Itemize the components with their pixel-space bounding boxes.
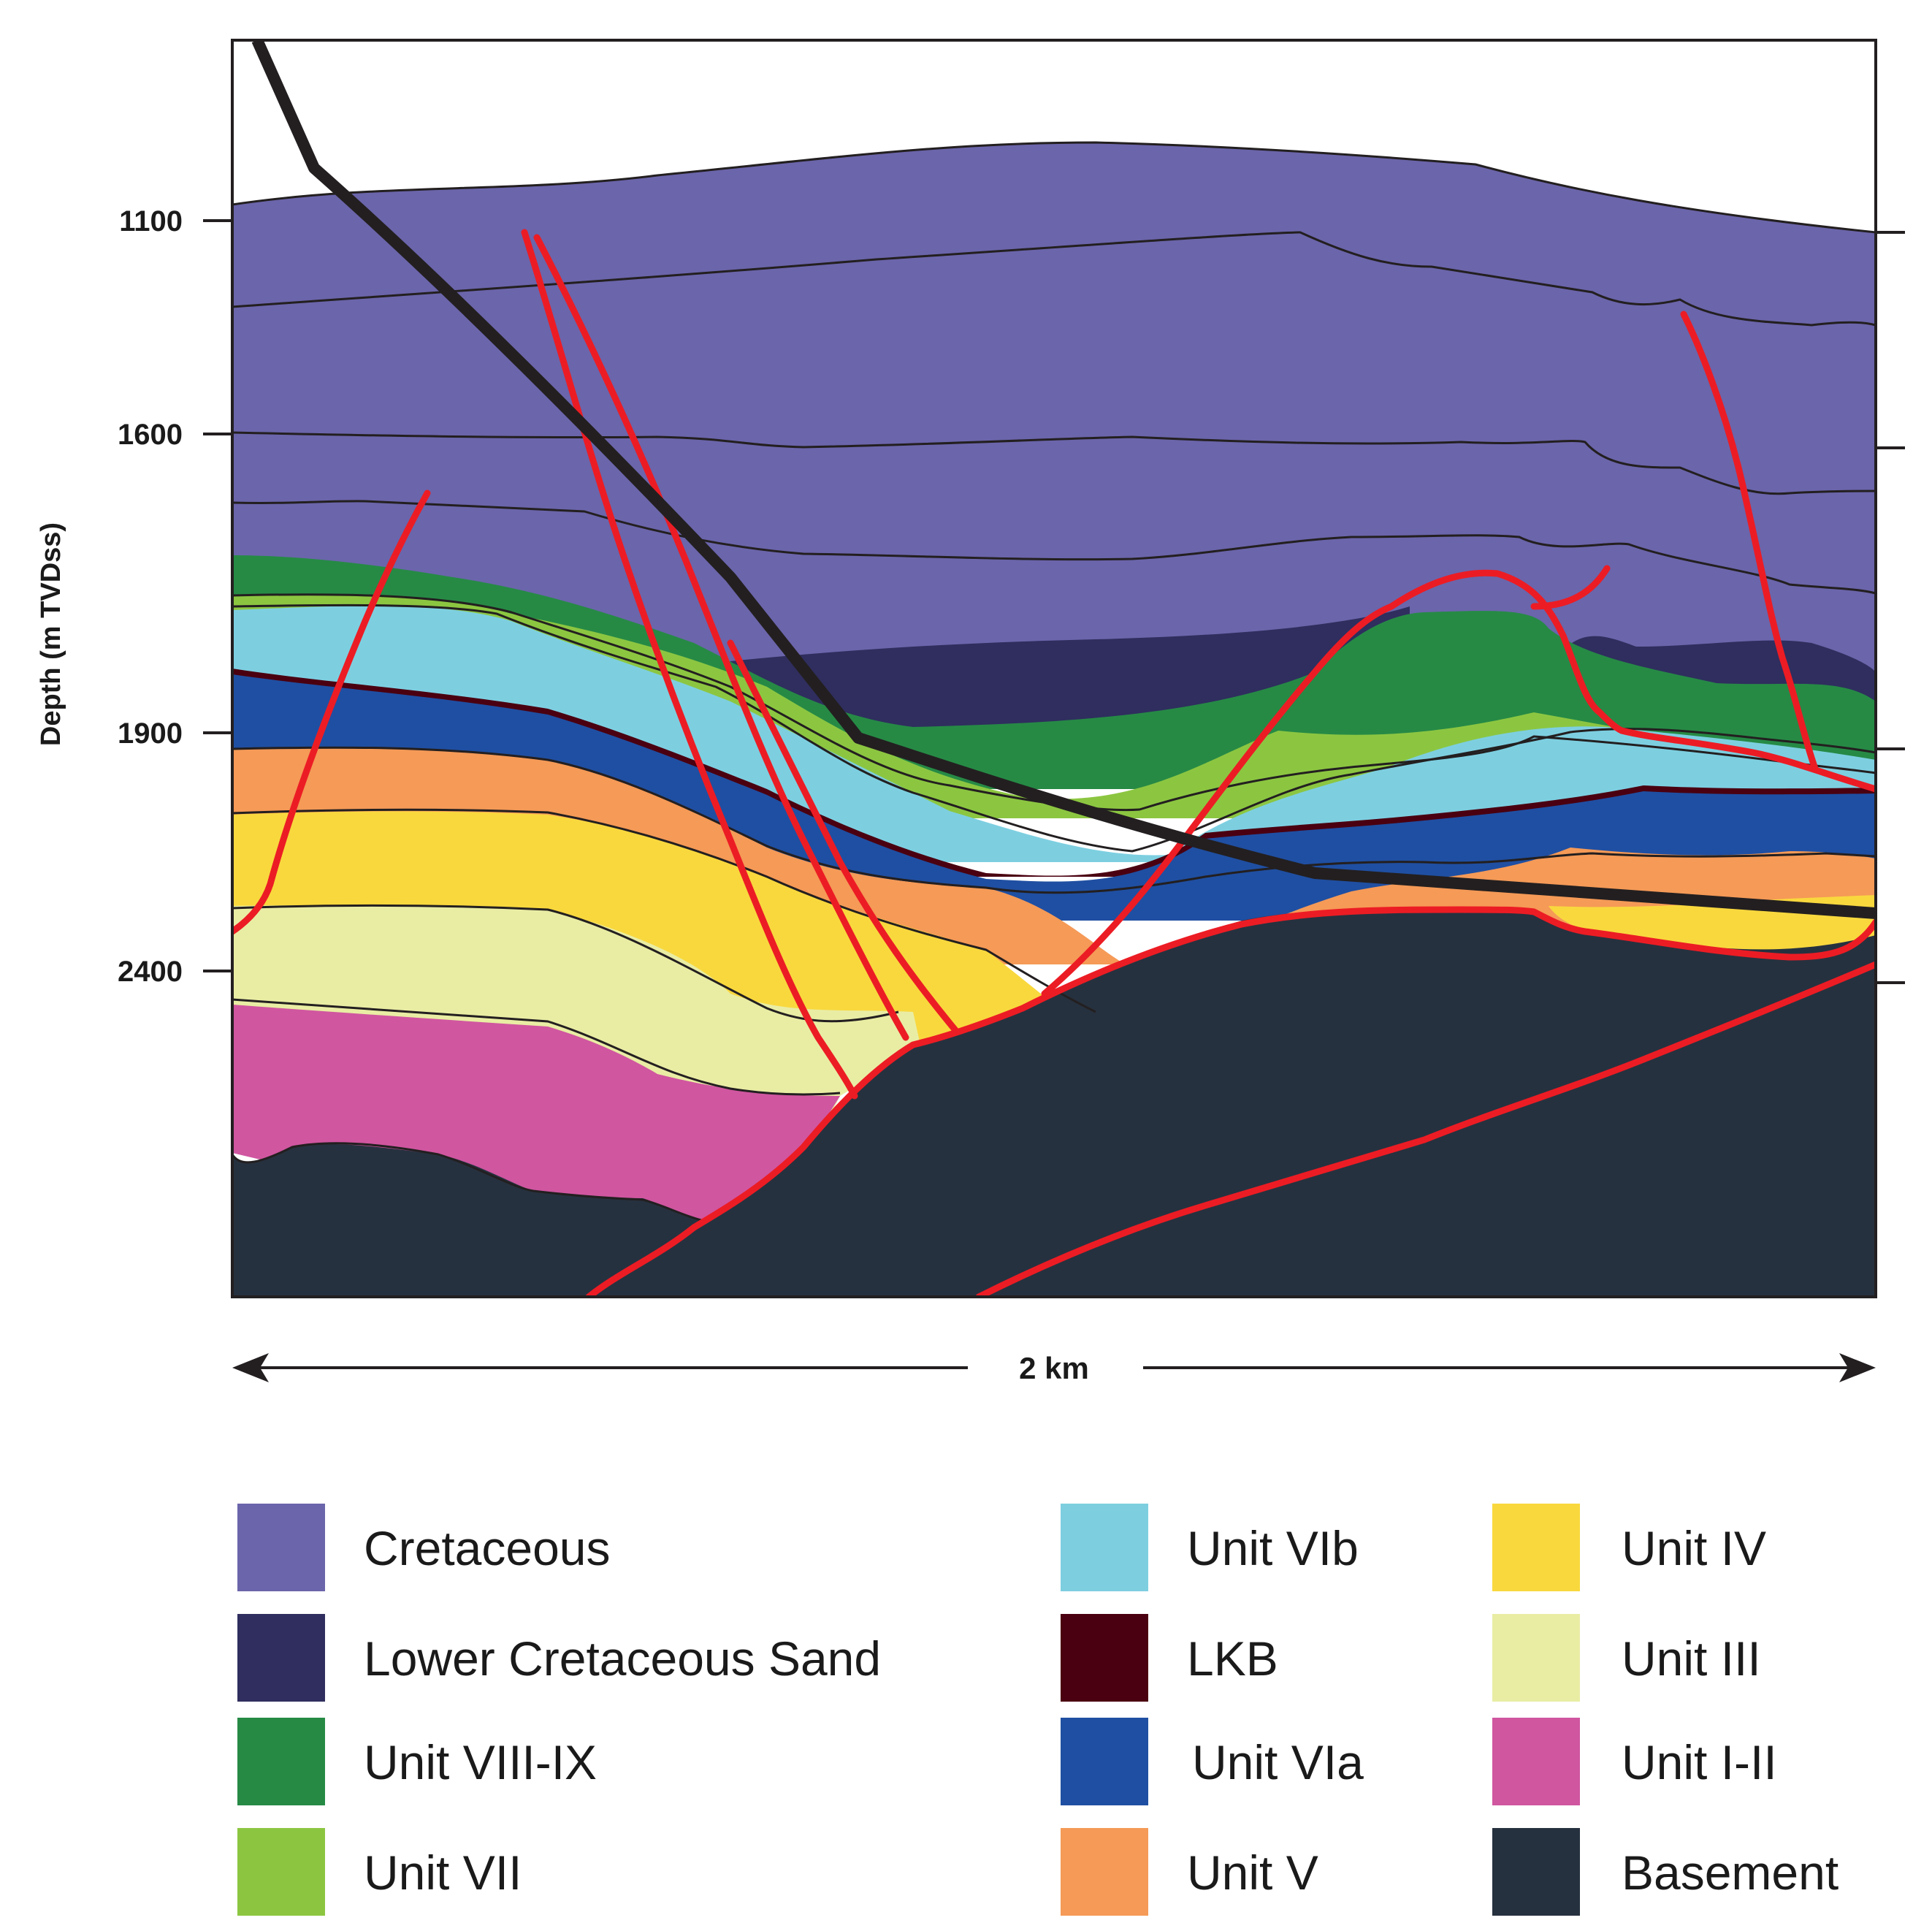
horizon-line [232, 500, 1876, 595]
horizon-line [232, 593, 1876, 812]
legend-swatch [1061, 1718, 1148, 1805]
legend-label: Unit VIII-IX [364, 1735, 597, 1789]
arrow-left-icon [232, 1353, 269, 1382]
legend-label: Lower Cretaceous Sand [364, 1631, 881, 1686]
legend-label: Unit VIa [1192, 1735, 1364, 1789]
legend-swatch [237, 1828, 325, 1916]
horizon-line [232, 808, 1096, 1013]
legend-swatch [1492, 1828, 1580, 1916]
legend-label: Unit VIb [1187, 1521, 1359, 1575]
legend-swatch [1061, 1614, 1148, 1702]
horizon-line [232, 141, 1876, 234]
y-axis-title: Depth (m TVDss) [36, 522, 66, 746]
legend-swatch [237, 1718, 325, 1805]
fault-line [585, 906, 1876, 1297]
legend-label: Cretaceous [364, 1521, 611, 1575]
fault-line [232, 490, 431, 935]
legend-swatch [1492, 1504, 1580, 1591]
legend: Cretaceous Lower Cretaceous Sand Unit VI… [237, 1504, 1839, 1916]
legend-label: Unit VII [364, 1846, 522, 1900]
layer-cretaceous [232, 142, 1876, 731]
fault-line [975, 961, 1876, 1297]
scale-bar: 2 km [232, 1351, 1876, 1385]
fault-line [727, 639, 959, 1034]
fault-line [1680, 311, 1819, 772]
y-axis: 1100 1600 1900 2400 Depth (m TVDss) [36, 205, 232, 988]
horizon-line [232, 998, 841, 1096]
horizon-line [232, 231, 1876, 327]
y-tick-label: 2400 [118, 956, 183, 988]
arrow-right-icon [1839, 1353, 1876, 1382]
well-trajectory [251, 40, 1876, 919]
y-axis-right [1876, 231, 1905, 984]
scale-bar-label: 2 km [1019, 1351, 1089, 1385]
legend-label: Basement [1622, 1846, 1839, 1900]
fault-line [533, 234, 909, 1041]
y-tick-label: 1600 [118, 419, 183, 451]
fault-lines [232, 229, 1876, 1297]
legend-label: Unit V [1187, 1846, 1318, 1900]
horizon-line [232, 746, 1876, 894]
legend-swatch [237, 1614, 325, 1702]
section-frame [231, 39, 1877, 1298]
legend-swatch [1061, 1504, 1148, 1591]
legend-label: LKB [1187, 1631, 1278, 1686]
fault-line [1530, 565, 1611, 610]
y-tick-label: 1900 [118, 717, 183, 750]
fault-line [521, 229, 858, 1100]
section-layers [232, 40, 1876, 1297]
legend-swatch [237, 1504, 325, 1591]
legend-swatch [1492, 1614, 1580, 1702]
legend-label: Unit I-II [1622, 1735, 1777, 1789]
legend-label: Unit IV [1622, 1521, 1766, 1575]
fault-line [1041, 569, 1876, 997]
legend-swatch [1492, 1718, 1580, 1805]
horizon-line [232, 431, 1876, 495]
legend-label: Unit III [1622, 1631, 1761, 1686]
horizon-lines [232, 141, 1876, 1222]
horizon-line [232, 1142, 702, 1222]
horizon-line [232, 603, 1876, 853]
legend-swatch [1061, 1828, 1148, 1916]
y-tick-label: 1100 [119, 205, 183, 237]
